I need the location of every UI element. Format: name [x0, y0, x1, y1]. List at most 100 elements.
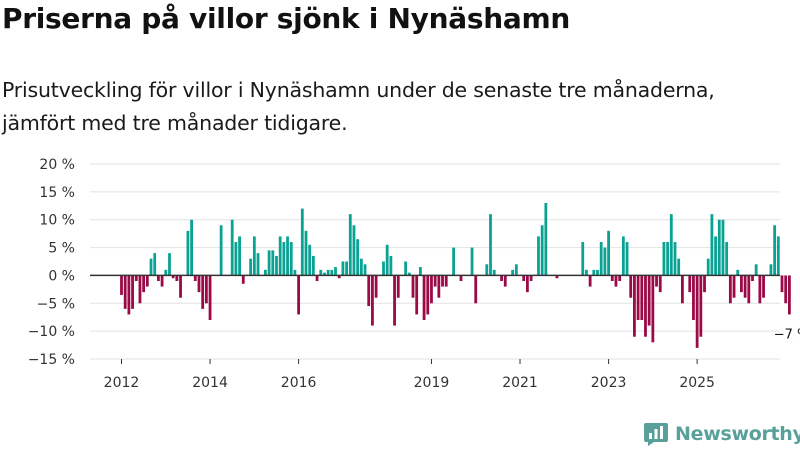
y-tick-label: 0 % — [48, 268, 75, 284]
bar-positive — [537, 236, 540, 276]
bar-positive — [264, 269, 267, 276]
bar-negative — [204, 275, 208, 304]
bar-negative — [459, 275, 463, 281]
bar-positive — [319, 269, 323, 276]
bar-negative — [193, 275, 197, 281]
bar-positive — [773, 225, 777, 276]
bar-positive — [293, 269, 297, 276]
bar-negative — [614, 275, 618, 287]
bar-positive — [352, 225, 356, 276]
bar-positive — [168, 253, 171, 276]
bar-positive — [677, 258, 681, 276]
bar-positive — [286, 236, 289, 276]
brand-logo: Newsworthy — [643, 419, 800, 449]
bar-positive — [363, 264, 367, 276]
y-tick-label: −5 % — [37, 296, 75, 312]
bar-negative — [522, 275, 526, 281]
bar-negative — [175, 275, 179, 281]
chart-subtitle: Prisutveckling för villor i Nynäshamn un… — [2, 78, 715, 135]
bar-negative — [728, 275, 732, 304]
bar-positive — [238, 236, 241, 276]
bar-negative — [422, 275, 426, 320]
bar-negative — [142, 275, 146, 293]
brand-name: Newsworthy — [675, 423, 800, 445]
bar-negative — [610, 275, 614, 281]
bar-positive — [706, 258, 710, 276]
bar-positive — [345, 261, 348, 276]
bar-positive — [585, 269, 588, 276]
x-tick-label: 2019 — [414, 375, 450, 391]
bar-positive — [149, 258, 153, 276]
bar-positive — [164, 269, 168, 276]
bar-positive — [662, 242, 666, 276]
bar-negative — [367, 275, 371, 307]
bar-positive — [234, 242, 238, 276]
bars — [120, 203, 791, 348]
bar-negative — [179, 275, 182, 298]
bar-positive — [489, 214, 492, 276]
bar-negative — [241, 275, 245, 284]
bar-negative — [732, 275, 736, 298]
bar-positive — [673, 242, 677, 276]
bar-negative — [337, 275, 341, 279]
bar-negative — [651, 275, 655, 343]
bar-negative — [123, 275, 127, 309]
bar-positive — [736, 269, 740, 276]
bar-positive — [311, 255, 315, 276]
bar-positive — [592, 269, 596, 276]
bar-negative — [444, 275, 448, 287]
bar-positive — [511, 269, 515, 276]
bar-negative — [411, 275, 415, 298]
bar-negative — [703, 275, 706, 293]
bar-positive — [190, 219, 194, 276]
chart-title: Priserna på villor sjönk i Nynäshamn — [2, 2, 570, 35]
bar-negative — [688, 275, 692, 293]
bar-negative — [618, 275, 622, 281]
bar-positive — [230, 219, 234, 276]
bar-negative — [201, 275, 205, 309]
bar-positive — [492, 269, 496, 276]
bar-positive — [385, 244, 389, 276]
x-axis-labels: 2012 2014 2016 2019 2021 2023 2025 — [104, 359, 715, 391]
bar-positive — [666, 242, 670, 276]
y-tick-label: −15 % — [28, 352, 75, 368]
bar-negative — [658, 275, 662, 293]
y-axis-labels: −15 % −10 % −5 % 0 % 5 % 10 % 15 % 20 % — [28, 157, 75, 368]
bar-negative — [157, 275, 160, 281]
bar-negative — [374, 275, 378, 298]
bar-negative — [758, 275, 762, 304]
bar-negative — [433, 275, 437, 287]
y-tick-label: 10 % — [39, 213, 75, 229]
bar-positive — [308, 244, 312, 276]
bar-negative — [692, 275, 695, 320]
bar-negative — [138, 275, 142, 304]
bar-positive — [186, 230, 190, 276]
bar-negative — [415, 275, 419, 315]
bar-positive — [348, 214, 352, 276]
bar-negative — [500, 275, 503, 281]
bar-negative — [747, 275, 751, 304]
bar-positive — [514, 264, 518, 276]
bar-negative — [160, 275, 164, 287]
bar-negative — [762, 275, 765, 298]
bar-negative — [120, 275, 123, 295]
bar-positive — [153, 253, 157, 276]
y-tick-label: 15 % — [39, 185, 75, 201]
bar-negative — [171, 275, 175, 279]
bar-negative — [503, 275, 507, 287]
bar-positive — [725, 242, 729, 276]
bar-positive — [389, 255, 393, 276]
bar-positive — [603, 247, 607, 276]
bar-negative — [647, 275, 651, 326]
bar-negative — [526, 275, 529, 293]
bar-positive — [714, 236, 717, 276]
bar-negative — [197, 275, 201, 293]
y-tick-label: −10 % — [28, 324, 75, 340]
bar-positive — [256, 253, 260, 276]
bar-positive — [769, 264, 773, 276]
bar-positive — [404, 261, 408, 276]
bar-negative — [437, 275, 441, 298]
bar-negative — [644, 275, 647, 337]
bar-positive — [382, 261, 385, 276]
bar-positive — [599, 242, 603, 276]
